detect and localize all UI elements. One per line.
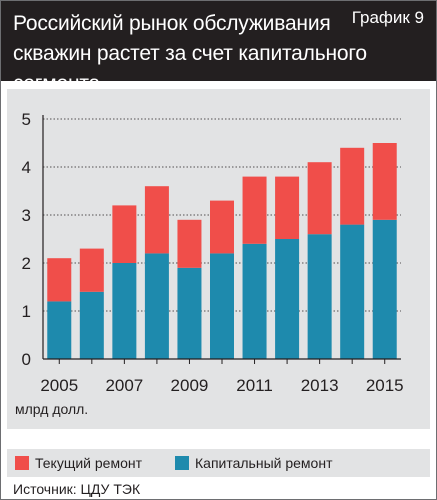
bar-segment-capital-2014 [340,224,365,359]
y-tick-label: 5 [22,110,31,129]
y-tick-label: 2 [22,254,31,273]
bar-segment-capital-2011 [242,243,267,359]
x-tick-label: 2011 [236,376,273,395]
graph-number: График 9 [351,8,424,27]
bar-chart: 0 1 2 3 4 5 2005 2007 2009 2011 2013 2015 [22,110,404,395]
legend: Текущий ремонт Капитальный ремонт [7,449,430,477]
title-line-1: Российский рынок обслуживания [13,12,331,35]
bar-segment-capital-2006 [79,291,104,359]
bar-segment-current-2009 [177,219,202,268]
chart-title: Российский рынок обслуживания скважин ра… [13,9,433,99]
bar-segment-current-2010 [210,200,234,254]
bar-segment-current-2007 [112,205,137,263]
legend-swatch-current-repair [15,456,29,470]
bar-segment-capital-2005 [47,301,72,359]
y-tick-label: 4 [22,158,31,177]
bar-segment-capital-2008 [144,253,169,359]
bar-segment-current-2012 [275,176,300,239]
bar-segment-capital-2009 [177,267,202,359]
x-tick-label: 2013 [301,376,339,395]
legend-swatch-capital-repair [175,456,189,470]
legend-label-capital-repair: Капитальный ремонт [195,455,333,471]
y-tick-label: 1 [22,302,31,321]
bar-segment-capital-2012 [275,239,300,359]
bar-segment-capital-2015 [372,219,397,359]
legend-item-current-repair: Текущий ремонт [15,455,142,471]
bar-segment-current-2011 [242,176,267,244]
y-tick-label: 3 [22,206,31,225]
bar-segment-capital-2007 [112,263,137,359]
bar-segment-current-2005 [47,258,72,302]
x-tick-label: 2009 [171,376,209,395]
y-tick-label: 0 [22,350,31,369]
bar-segment-current-2013 [307,162,332,235]
x-tick-label: 2007 [105,376,143,395]
source-note: Источник: ЦДУ ТЭК [13,481,141,497]
bar-segment-current-2015 [372,143,397,220]
bar-segment-capital-2013 [307,234,332,359]
legend-item-capital-repair: Капитальный ремонт [175,455,332,471]
bar-segment-current-2014 [340,147,365,225]
x-tick-label: 2005 [40,376,78,395]
bar-segment-current-2008 [144,186,169,254]
bar-segment-capital-2010 [210,253,234,359]
y-unit-label: млрд долл. [15,401,89,417]
bar-segment-current-2006 [79,248,104,292]
chart-header: Российский рынок обслуживания скважин ра… [1,1,436,95]
x-tick-label: 2015 [366,376,404,395]
legend-label-current-repair: Текущий ремонт [35,455,143,471]
